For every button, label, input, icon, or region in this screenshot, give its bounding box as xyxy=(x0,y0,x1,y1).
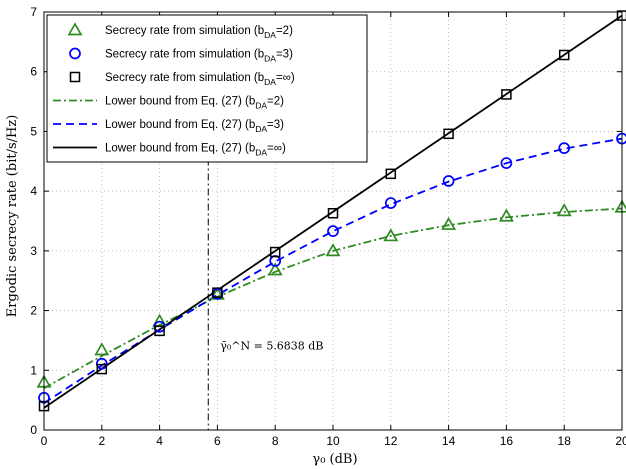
series-line-5 xyxy=(43,14,623,409)
y-tick-label: 1 xyxy=(30,363,37,377)
legend: Secrecy rate from simulation (bDA=2) Secr… xyxy=(46,14,368,163)
y-tick-label: 5 xyxy=(30,124,37,138)
x-tick-label: 0 xyxy=(41,434,48,448)
data-point-s2-4 xyxy=(269,246,281,258)
data-point-s0-4 xyxy=(267,262,283,276)
legend-box xyxy=(46,14,368,163)
legend-label-0: Secrecy rate from simulation (bDA=2) xyxy=(105,25,293,40)
x-tick-label: 12 xyxy=(384,434,398,448)
legend-swatch-2 xyxy=(69,71,81,83)
x-tick-label: 10 xyxy=(326,434,340,448)
x-axis-title: γ₀ (dB) xyxy=(312,452,357,467)
legend-label-3: Lower bound from Eq. (27) (bDA=2) xyxy=(105,96,284,111)
data-point-s2-7 xyxy=(443,128,454,140)
y-tick-label: 6 xyxy=(30,65,37,79)
data-point-s1-1 xyxy=(95,357,108,370)
data-point-s1-5 xyxy=(327,225,339,238)
data-point-s2-6 xyxy=(385,168,397,180)
y-tick-label: 2 xyxy=(30,304,37,318)
data-point-s0-9 xyxy=(556,203,572,217)
y-tick-label: 0 xyxy=(30,423,37,437)
legend-label-4: Lower bound from Eq. (27) (bDA=3) xyxy=(105,119,284,134)
series-lines xyxy=(43,14,623,409)
data-point-s0-7 xyxy=(441,216,457,230)
legend-label-5: Lower bound from Eq. (27) (bDA=∞) xyxy=(105,143,286,158)
legend-swatch-1 xyxy=(69,47,81,60)
threshold-annotation-text: γ̄₀^N = 5.6838 dB xyxy=(220,339,323,352)
data-point-s2-9 xyxy=(558,49,570,61)
x-tick-label: 6 xyxy=(214,434,221,448)
data-point-s2-3 xyxy=(212,287,223,298)
threshold-annotation: γ̄₀^N = 5.6838 dB xyxy=(220,339,323,352)
x-tick-label: 4 xyxy=(156,434,163,448)
data-point-s2-8 xyxy=(501,89,512,100)
series-line-3 xyxy=(43,207,623,389)
y-tick-label: 4 xyxy=(30,184,37,198)
data-point-s2-5 xyxy=(327,207,339,219)
data-point-s0-1 xyxy=(94,342,110,356)
data-point-s0-8 xyxy=(498,208,514,222)
x-tick-label: 20 xyxy=(615,434,626,448)
data-point-s0-5 xyxy=(325,243,341,257)
data-point-s2-1 xyxy=(96,363,108,375)
data-point-s0-6 xyxy=(383,228,399,242)
x-tick-label: 8 xyxy=(272,434,279,448)
x-tick-label: 2 xyxy=(98,434,105,448)
y-tick-label: 3 xyxy=(30,244,37,258)
legend-label-2: Secrecy rate from simulation (bDA=∞) xyxy=(105,72,295,87)
data-point-s2-2 xyxy=(154,325,165,337)
legend-swatch-0 xyxy=(67,22,83,36)
x-tick-label: 18 xyxy=(558,434,572,448)
data-point-s1-7 xyxy=(442,175,455,187)
y-tick-label: 7 xyxy=(30,5,37,19)
data-point-s1-9 xyxy=(558,142,571,154)
legend-label-1: Secrecy rate from simulation (bDA=3) xyxy=(105,49,293,64)
data-point-s1-6 xyxy=(384,197,397,209)
x-tick-label: 14 xyxy=(442,434,456,448)
x-tick-label: 16 xyxy=(500,434,514,448)
data-point-s1-8 xyxy=(500,157,513,169)
y-axis-title: Ergodic secrecy rate (bit/s/Hz) xyxy=(5,115,20,318)
